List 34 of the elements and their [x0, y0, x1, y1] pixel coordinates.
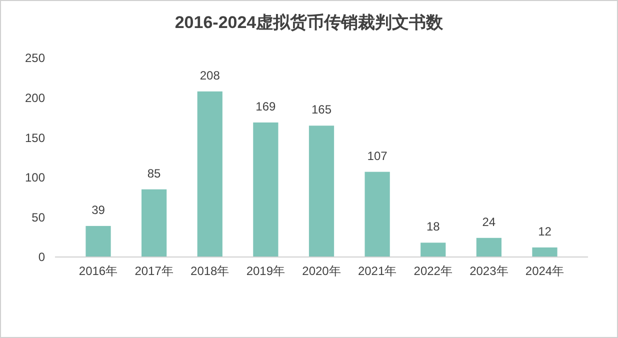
y-tick-label: 0 [38, 250, 46, 264]
bar [364, 172, 390, 257]
data-label: 169 [256, 99, 276, 114]
y-tick-label: 100 [24, 170, 46, 185]
bar [532, 247, 558, 257]
y-tick-label: 250 [24, 51, 46, 66]
bar [476, 238, 502, 257]
x-tick-label: 2024年 [525, 264, 564, 278]
bar [308, 126, 334, 257]
data-label: 18 [426, 220, 440, 234]
data-label: 107 [367, 148, 388, 163]
y-tick-label: 200 [24, 91, 46, 105]
data-label: 85 [147, 166, 162, 180]
data-label: 165 [311, 102, 332, 117]
bar [197, 91, 222, 257]
y-tick-label: 150 [24, 130, 46, 145]
x-tick-label: 2023年 [470, 264, 508, 278]
y-tick-label: 50 [32, 210, 46, 224]
x-tick-label: 2021年 [358, 264, 397, 278]
data-label: 208 [200, 68, 220, 82]
bar [86, 226, 111, 257]
bar [142, 189, 167, 257]
data-label: 39 [92, 202, 106, 217]
bar [253, 122, 278, 257]
bar [420, 242, 446, 257]
x-tick-label: 2020年 [302, 264, 341, 278]
x-tick-label: 2022年 [414, 264, 452, 278]
chart-title: 2016-2024虚拟货币传销裁判文书数 [174, 13, 444, 32]
x-tick-label: 2019年 [246, 264, 286, 278]
data-label: 24 [482, 214, 496, 229]
x-tick-label: 2017年 [134, 264, 174, 278]
data-label: 12 [538, 224, 552, 238]
x-tick-label: 2018年 [190, 264, 230, 278]
x-tick-label: 2016年 [78, 264, 118, 278]
